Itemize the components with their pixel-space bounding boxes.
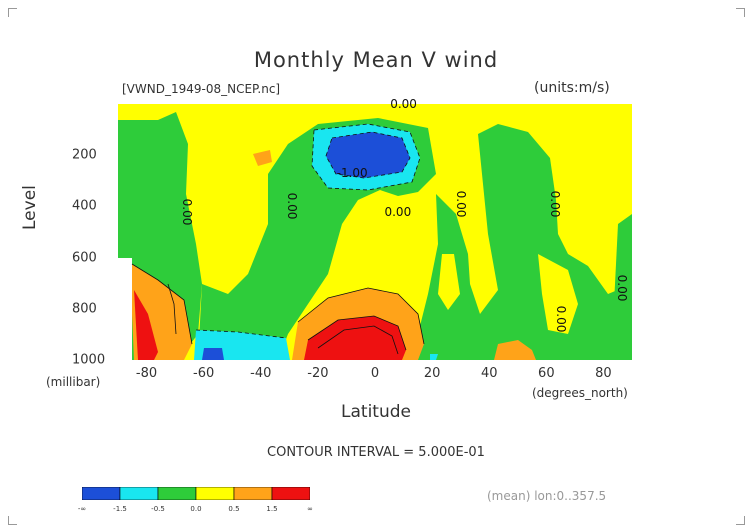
colorbar-label: -1.5 — [113, 505, 127, 513]
colorbar-label: 1.5 — [266, 505, 278, 513]
contour-label: 0.00 — [553, 305, 568, 333]
region-cyan-lower-small — [430, 354, 438, 360]
colorbar-swatch — [82, 487, 121, 500]
colorbar-label: ∞ — [307, 505, 313, 513]
colorbar-label: -0.5 — [151, 505, 165, 513]
corner-mark-bottom-right — [736, 516, 745, 525]
x-tick-label: 20 — [423, 366, 441, 381]
y-tick-label: 200 — [72, 147, 97, 163]
y-axis-label: Level — [20, 185, 40, 230]
region-yellow-island-2 — [538, 254, 578, 334]
colorbar-label: -∞ — [77, 505, 87, 513]
x-tick-label: -60 — [193, 366, 215, 381]
x-axis-label: Latitude — [341, 402, 411, 422]
corner-mark-top-right — [736, 8, 745, 17]
units-label: (units:m/s) — [534, 80, 610, 96]
contour-interval-text: CONTOUR INTERVAL = 5.000E-01 — [267, 445, 485, 460]
chart-subtitle: [VWND_1949-08_NCEP.nc] — [122, 82, 281, 96]
y-tick-label: 600 — [72, 250, 97, 266]
x-axis-unit: (degrees_north) — [532, 386, 628, 400]
colorbar-swatch — [157, 487, 197, 500]
contour-label: 0.00 — [547, 190, 562, 218]
y-tick-label: 400 — [72, 198, 97, 214]
region-red-lower-left — [134, 290, 158, 360]
y-axis-unit: (millibar) — [46, 375, 101, 389]
x-tick-label: 40 — [480, 366, 498, 381]
contour-label: 0.00 — [285, 193, 300, 220]
x-tick-label: 0 — [370, 366, 380, 381]
region-orange-lower-right — [494, 340, 536, 360]
region-red-lower-center — [304, 316, 406, 360]
region-yellow-island-1 — [438, 254, 460, 310]
x-tick-label: -40 — [250, 366, 272, 381]
contour-label: 0.00 — [179, 198, 194, 225]
colorbar-label: 0.5 — [228, 505, 240, 513]
footnote-text: (mean) lon:0..357.5 — [487, 489, 607, 503]
corner-mark-bottom-left — [8, 516, 17, 525]
region-blue-lower — [202, 348, 224, 360]
y-tick-label: 1000 — [72, 352, 106, 368]
x-tick-label: -20 — [307, 366, 329, 381]
colorbar-swatch — [195, 487, 235, 500]
y-tick-label: 800 — [72, 301, 97, 317]
region-green-far-right — [614, 214, 632, 324]
contour-plot — [118, 104, 632, 360]
x-tick-label: 80 — [595, 366, 612, 381]
contour-label: 0.00 — [615, 274, 629, 302]
region-missing-data — [118, 258, 132, 360]
region-blue-upper — [326, 132, 410, 178]
corner-mark-top-left — [8, 8, 17, 17]
colorbar-swatch — [233, 487, 273, 500]
x-tick-label: -80 — [135, 366, 158, 381]
colorbar-swatch — [119, 487, 159, 500]
region-orange-upper — [253, 150, 272, 166]
x-tick-label: 60 — [538, 366, 555, 381]
contour-label: 0.00 — [384, 204, 412, 219]
colorbar-label: 0.0 — [190, 505, 202, 513]
colorbar — [82, 487, 310, 500]
colorbar-swatch — [271, 487, 310, 500]
contour-label: 0.00 — [453, 190, 468, 218]
contour-label: -1.00 — [336, 166, 368, 181]
contour-label: 0.00 — [390, 97, 417, 111]
chart-title: Monthly Mean V wind — [253, 48, 499, 72]
